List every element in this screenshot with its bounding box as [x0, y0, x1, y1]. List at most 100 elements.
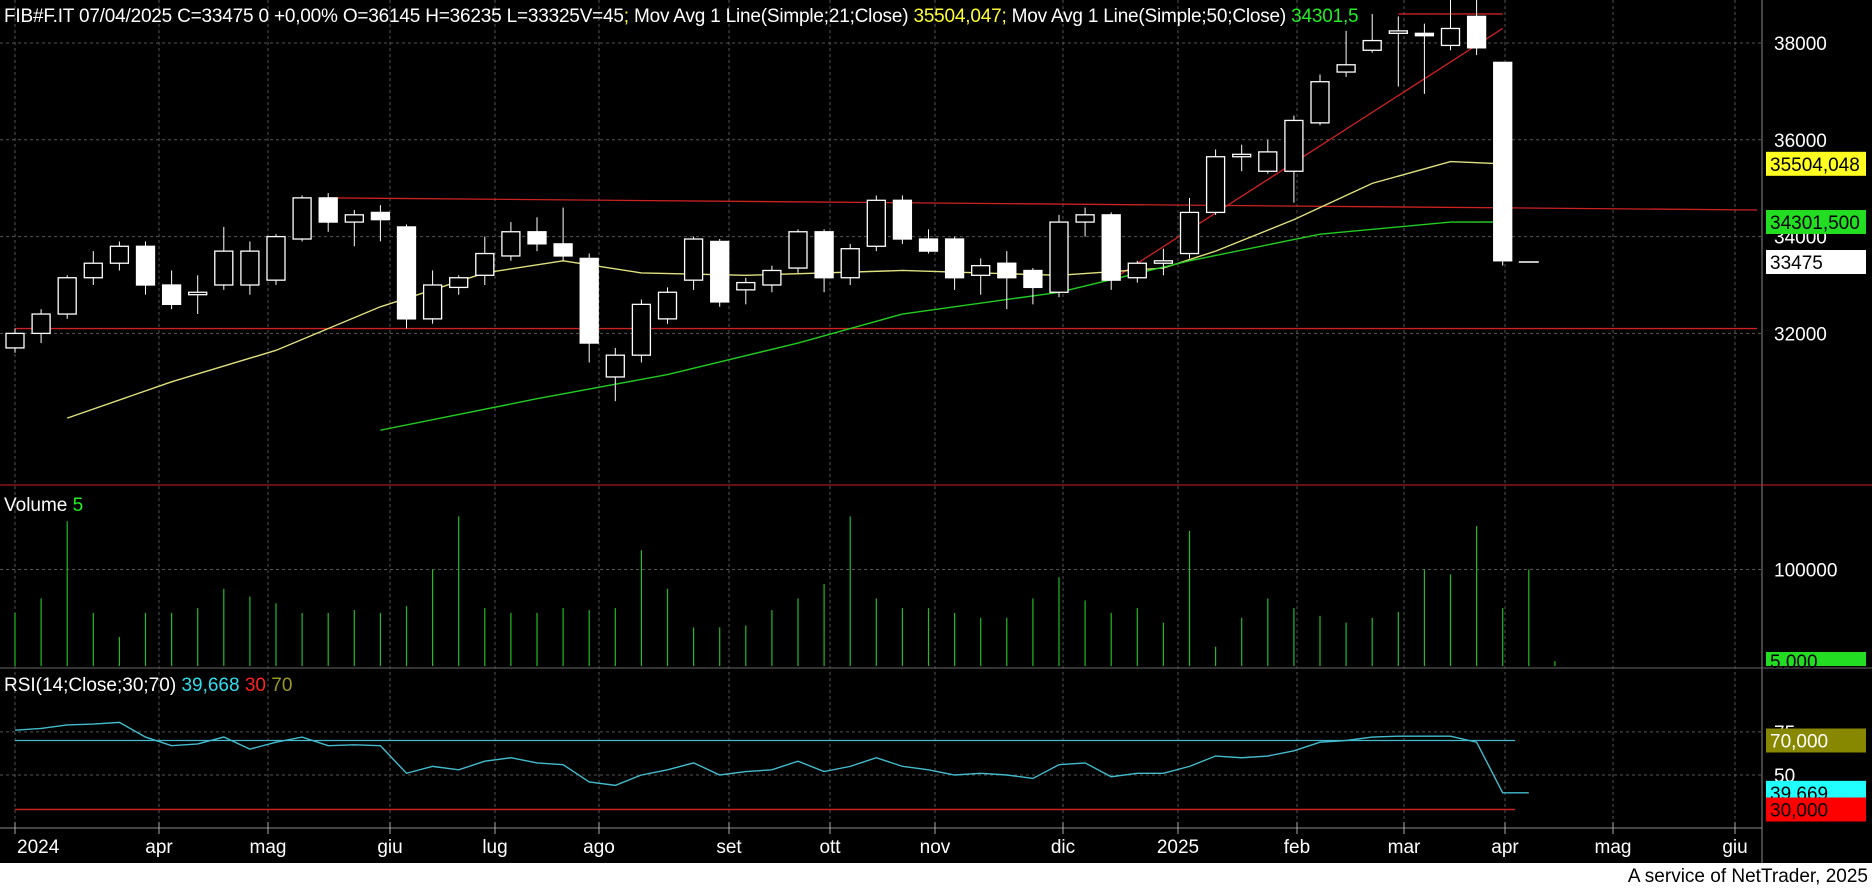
price-tick-label: 32000: [1774, 324, 1827, 345]
rsi-lower: 30: [244, 675, 266, 696]
time-tick-label: giu: [377, 837, 402, 858]
candle-body: [1023, 269, 1043, 289]
candle-body: [892, 199, 913, 240]
rsi-line: [14, 721, 1529, 794]
candle-body: [135, 245, 156, 286]
rsi-value: 39,668: [181, 675, 240, 696]
candle-body: [1362, 39, 1382, 51]
rsi-label: RSI(14;Close;30;70): [4, 675, 177, 696]
candle-body: [1336, 64, 1356, 73]
time-tick-label: giu: [1722, 837, 1747, 858]
rsi-tag-box: [1766, 797, 1866, 822]
trendline: [328, 197, 1758, 211]
candle-body: [683, 238, 704, 281]
time-tick-label: set: [716, 837, 742, 858]
time-tick-label: ago: [583, 837, 615, 858]
header-date: 07/04/2025: [78, 6, 173, 27]
candle-body: [188, 291, 208, 296]
candle-body: [1493, 61, 1513, 262]
volume-label: Volume: [4, 495, 68, 516]
candle-body: [266, 235, 286, 281]
candle-body: [161, 284, 182, 306]
ma50-line: [380, 221, 1503, 431]
time-tick-label: lug: [482, 837, 507, 858]
rsi-tag-label: 30,000: [1770, 801, 1828, 822]
candle-body: [788, 231, 808, 269]
volume-tag-label: 5.000: [1770, 652, 1818, 673]
header-ma50-value: 34301,5: [1291, 6, 1359, 27]
candle-body: [553, 243, 573, 257]
rsi-header: RSI(14;Close;30;70) 39,668 30 70: [4, 675, 292, 697]
chart-area[interactable]: 2024 apr mag giu lug ago set ott nov dic 2025 feb ma…: [0, 0, 1872, 863]
candle-body: [1179, 211, 1200, 255]
price-tag-box: [1766, 151, 1866, 176]
candle-body: [1127, 262, 1147, 279]
candle-body: [214, 250, 234, 286]
candle-body: [31, 313, 51, 335]
candle-body: [971, 264, 991, 276]
price-header: FIB#F.IT 07/04/2025 C=33475 0 +0,00% O=3…: [4, 6, 1359, 27]
candle-body: [57, 277, 77, 315]
price-tag-label: 33475: [1770, 253, 1823, 274]
header-symbol: FIB#F.IT: [4, 6, 74, 27]
candle-body: [1414, 32, 1435, 37]
rsi-tag-box: [1766, 728, 1866, 753]
volume-header: Volume 5: [4, 495, 83, 517]
candle-body: [1232, 153, 1252, 158]
header-ma50-label: Mov Avg 1 Line(Simple;50;Close): [1011, 6, 1287, 27]
candle-body: [1466, 15, 1487, 49]
candle-body: [814, 231, 834, 279]
header-ma21-value: 35504,047: [913, 6, 1002, 27]
header-open: O=36145: [342, 6, 421, 27]
time-tick-label: dic: [1051, 837, 1075, 858]
candle-body: [710, 240, 730, 303]
header-ma21-label: Mov Avg 1 Line(Simple;21;Close): [633, 6, 909, 27]
candle-body: [579, 257, 599, 344]
header-low: L=33325: [506, 6, 580, 27]
candle-body: [83, 262, 103, 279]
candle-body: [997, 262, 1017, 279]
candle-body: [240, 250, 260, 286]
chart-svg[interactable]: 2024 apr mag giu lug ago set ott nov dic 2025 feb ma…: [0, 0, 1872, 863]
candle-body: [475, 252, 495, 276]
header-high: H=36235: [425, 6, 502, 27]
header-change: 0 +0,00%: [258, 6, 338, 27]
volume-tick-label: 100000: [1774, 561, 1837, 582]
time-tick-label: nov: [920, 837, 951, 858]
trendline: [1110, 27, 1504, 281]
price-tag-box: [1766, 250, 1866, 275]
candle-body: [344, 214, 364, 223]
candle-body: [1388, 30, 1408, 34]
candle-body: [318, 197, 338, 223]
candle-body: [1153, 260, 1174, 264]
candle-body: [762, 269, 782, 286]
candle-body: [449, 277, 469, 289]
candle-body: [501, 231, 521, 257]
candle-body: [1258, 151, 1278, 172]
candle-body: [292, 197, 312, 240]
price-tag-label: 34301,500: [1770, 213, 1860, 234]
candle-body: [370, 211, 391, 221]
candle-body: [866, 199, 886, 247]
footer-credit: A service of NetTrader, 2025: [1627, 866, 1868, 887]
time-tick-label: ott: [819, 837, 841, 858]
volume-value: 5: [72, 495, 84, 516]
time-tick-label: mar: [1388, 837, 1421, 858]
time-tick-label: mag: [1595, 837, 1632, 858]
candle-body: [631, 303, 652, 356]
candle-body: [109, 245, 130, 264]
header-volume: V=45: [579, 6, 624, 27]
header-close: C=33475: [177, 6, 254, 27]
candle-body: [1284, 119, 1304, 172]
time-tick-label: apr: [1491, 837, 1519, 858]
candle-body: [1075, 214, 1095, 223]
time-tick-label: mag: [250, 837, 287, 858]
volume-tag-box: [1766, 652, 1866, 666]
time-tick-label: feb: [1284, 837, 1310, 858]
time-tick-label: apr: [145, 837, 173, 858]
candle-body: [527, 231, 547, 245]
price-tag-label: 35504,048: [1770, 155, 1860, 176]
price-tag-box: [1766, 210, 1866, 235]
time-tick-label: 2024: [17, 837, 60, 858]
candle-body: [422, 284, 443, 320]
